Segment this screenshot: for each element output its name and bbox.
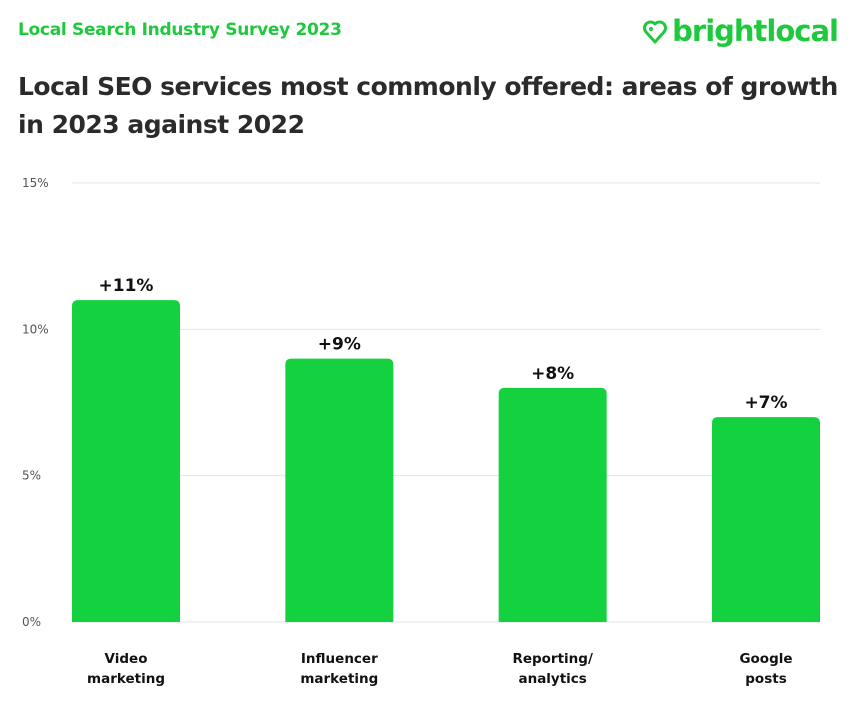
brightlocal-logo: brightlocal — [642, 14, 839, 48]
category-label: Influencer — [301, 651, 378, 667]
category-label: Video — [105, 651, 148, 667]
category-label: posts — [745, 671, 786, 687]
logo-text: brightlocal — [672, 14, 839, 48]
data-label: +8% — [531, 364, 574, 384]
category-label: marketing — [87, 671, 165, 687]
heart-pin-icon — [643, 20, 668, 44]
chart-title: Local SEO services most commonly offered… — [18, 72, 838, 139]
bar — [712, 417, 820, 622]
bar — [285, 358, 394, 622]
category-label: analytics — [518, 671, 586, 687]
data-label: +7% — [744, 393, 787, 413]
y-tick-label: 0% — [22, 615, 41, 629]
bar — [72, 300, 180, 622]
y-tick-label: 15% — [22, 176, 49, 190]
y-tick-label: 10% — [22, 322, 49, 336]
data-label: +11% — [99, 276, 154, 296]
category-label: Reporting/ — [512, 651, 593, 667]
category-label: marketing — [300, 671, 378, 687]
y-tick-label: 5% — [22, 469, 41, 483]
data-label: +9% — [318, 335, 361, 355]
survey-label: Local Search Industry Survey 2023 — [18, 20, 342, 40]
bar — [498, 387, 607, 622]
category-label: Google — [739, 651, 792, 667]
